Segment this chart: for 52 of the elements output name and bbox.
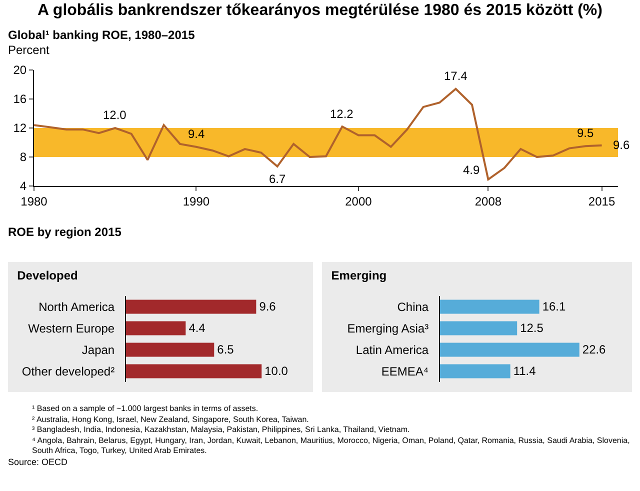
data-label: 6.5 [217,342,234,357]
text: ROE by region 2015 [8,225,122,239]
data-label: 16.1 [542,300,566,314]
text: ² Australia, Hong Kong, Israel, New Zealand, Singapore, South Korea, Taiwan. [31,414,310,425]
data-label: 12.5 [520,321,544,336]
y-tick-label: North America [38,300,115,314]
data-label: 12.2 [330,107,354,121]
y-tick-label: Japan [82,342,115,357]
data-label: 9.5 [577,126,594,140]
text: ³ Bangladesh, India, Indonesia, Kazakhstan, Malaysia, Pakistan, Philippines, Sri Lanka, Thailand, Vietnam. [31,425,411,436]
x-tick-label: 2008 [474,194,502,208]
y-tick-label: Emerging Asia³ [347,321,429,336]
bar [440,364,510,378]
bar [440,321,518,336]
chart-title: Emerging [331,268,387,282]
data-label: 17.4 [444,69,468,83]
x-tick-label: 2015 [588,194,616,208]
text: ¹ Based on a sample of ~1.000 largest banks in terms of assets. [31,404,260,414]
x-tick-label: 1980 [20,194,48,208]
y-tick-label: EEMEA⁴ [381,364,429,378]
bar [126,321,186,336]
data-label: 6.7 [269,172,286,186]
chart-subtitle: Global¹ banking ROE, 1980–2015 [8,28,195,42]
data-label: 9.4 [188,127,206,141]
y-tick-label: Western Europe [28,321,115,336]
data-label: 4.4 [188,321,206,336]
data-label: 12.0 [103,108,127,122]
bar [126,342,214,357]
y-tick-label: 20 [13,63,27,78]
chart-title: A globális bankrendszer tőkearányos megtérülése 1980 és 2015 között (%) [36,2,604,20]
x-tick-label: 2000 [345,194,372,208]
data-label: 10.0 [264,364,288,378]
y-tick-label: Other developed² [22,364,115,378]
y-tick-label: 8 [20,150,27,164]
y-tick-label: 16 [13,92,27,106]
bar [126,300,256,314]
data-label: 22.6 [582,342,606,357]
text: ⁴ Angola, Bahrain, Belarus, Egypt, Hungary, Iran, Jordan, Kuwait, Lebanon, Mauritius, Morocco, Nigeria, Oman, Poland, Qatar, Romania, Russia, Saudi Arabia, Slovenia, South Africa, Togo, Turkey, United Arab Emirates. [31,436,631,456]
bar [440,300,540,314]
data-label: 11.4 [513,364,536,378]
data-label: 9.6 [259,300,276,314]
chart-title: Developed [17,268,78,282]
source-note: Source: OECD [8,456,69,467]
data-label: 4.9 [463,163,480,177]
y-tick-label: Latin America [356,342,429,357]
y-axis-title: Percent [8,43,50,57]
bar [440,342,580,357]
bar [126,364,262,378]
x-tick-label: 1990 [182,194,210,208]
y-tick-label: China [397,300,429,314]
y-tick-label: 4 [20,179,27,194]
y-tick-label: 12 [13,121,27,136]
